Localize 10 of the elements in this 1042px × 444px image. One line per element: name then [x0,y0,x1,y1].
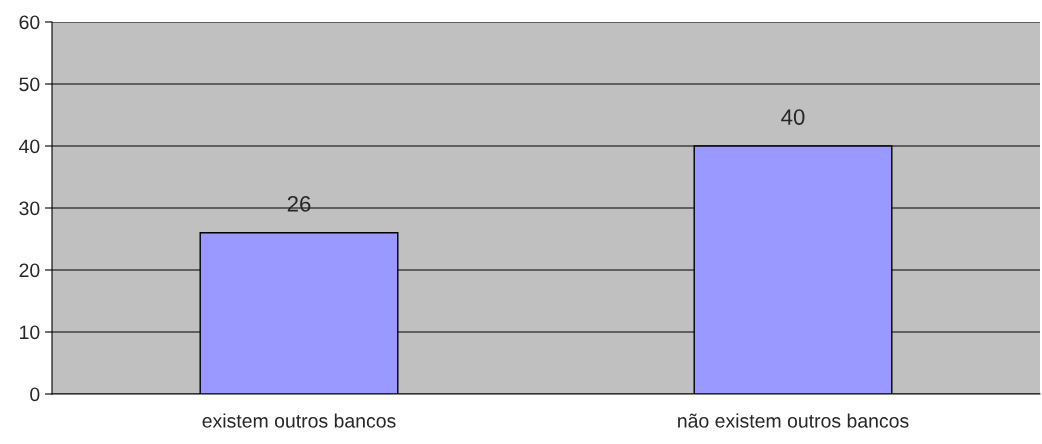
x-tick-label: existem outros bancos [202,413,396,428]
y-tick-label: 10 [20,325,40,340]
y-tick-label: 60 [19,15,40,30]
y-tick-label: 20 [19,263,40,278]
x-tick-label: não existem outros bancos [678,413,909,428]
y-tick-label: 40 [19,139,40,154]
y-tick-label: 50 [19,77,40,92]
y-tick-label: 30 [19,201,40,216]
data-label: 40 [781,109,805,125]
y-tick-label: 0 [30,387,40,402]
